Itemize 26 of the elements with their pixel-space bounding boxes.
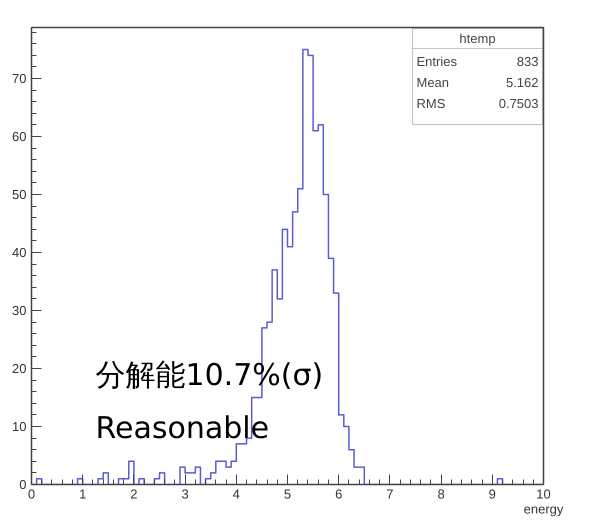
x-tick-label: 5: [284, 486, 292, 502]
x-tick-label: 4: [232, 486, 240, 502]
annotation: 5.162: [506, 75, 539, 90]
x-tick-label: 3: [181, 486, 189, 502]
x-tick-label: 2: [130, 486, 138, 502]
y-tick-label: 40: [12, 245, 27, 260]
annotation: Entries: [416, 54, 458, 69]
x-tick-label: 6: [335, 486, 342, 502]
y-tick-label: 10: [12, 419, 27, 434]
y-tick-label: 20: [12, 361, 27, 376]
annotation: 833: [516, 54, 539, 69]
x-tick-label: 1: [79, 486, 86, 502]
y-tick-label: 30: [12, 303, 27, 318]
x-tick-label: 10: [536, 486, 551, 502]
annotation: RMS: [416, 96, 446, 111]
annotation: 0.7503: [498, 96, 539, 111]
y-tick-label: 60: [12, 129, 27, 144]
x-tick-label: 7: [386, 486, 394, 502]
y-tick-label: 70: [12, 71, 27, 86]
y-tick-label: 50: [12, 187, 27, 202]
x-axis-title: energy: [524, 502, 564, 516]
y-tick-label: 0: [19, 477, 27, 492]
annotation: Mean: [416, 75, 450, 90]
annotation: htemp: [459, 31, 496, 46]
x-tick-label: 8: [437, 486, 445, 502]
x-tick-label: 9: [488, 486, 496, 502]
